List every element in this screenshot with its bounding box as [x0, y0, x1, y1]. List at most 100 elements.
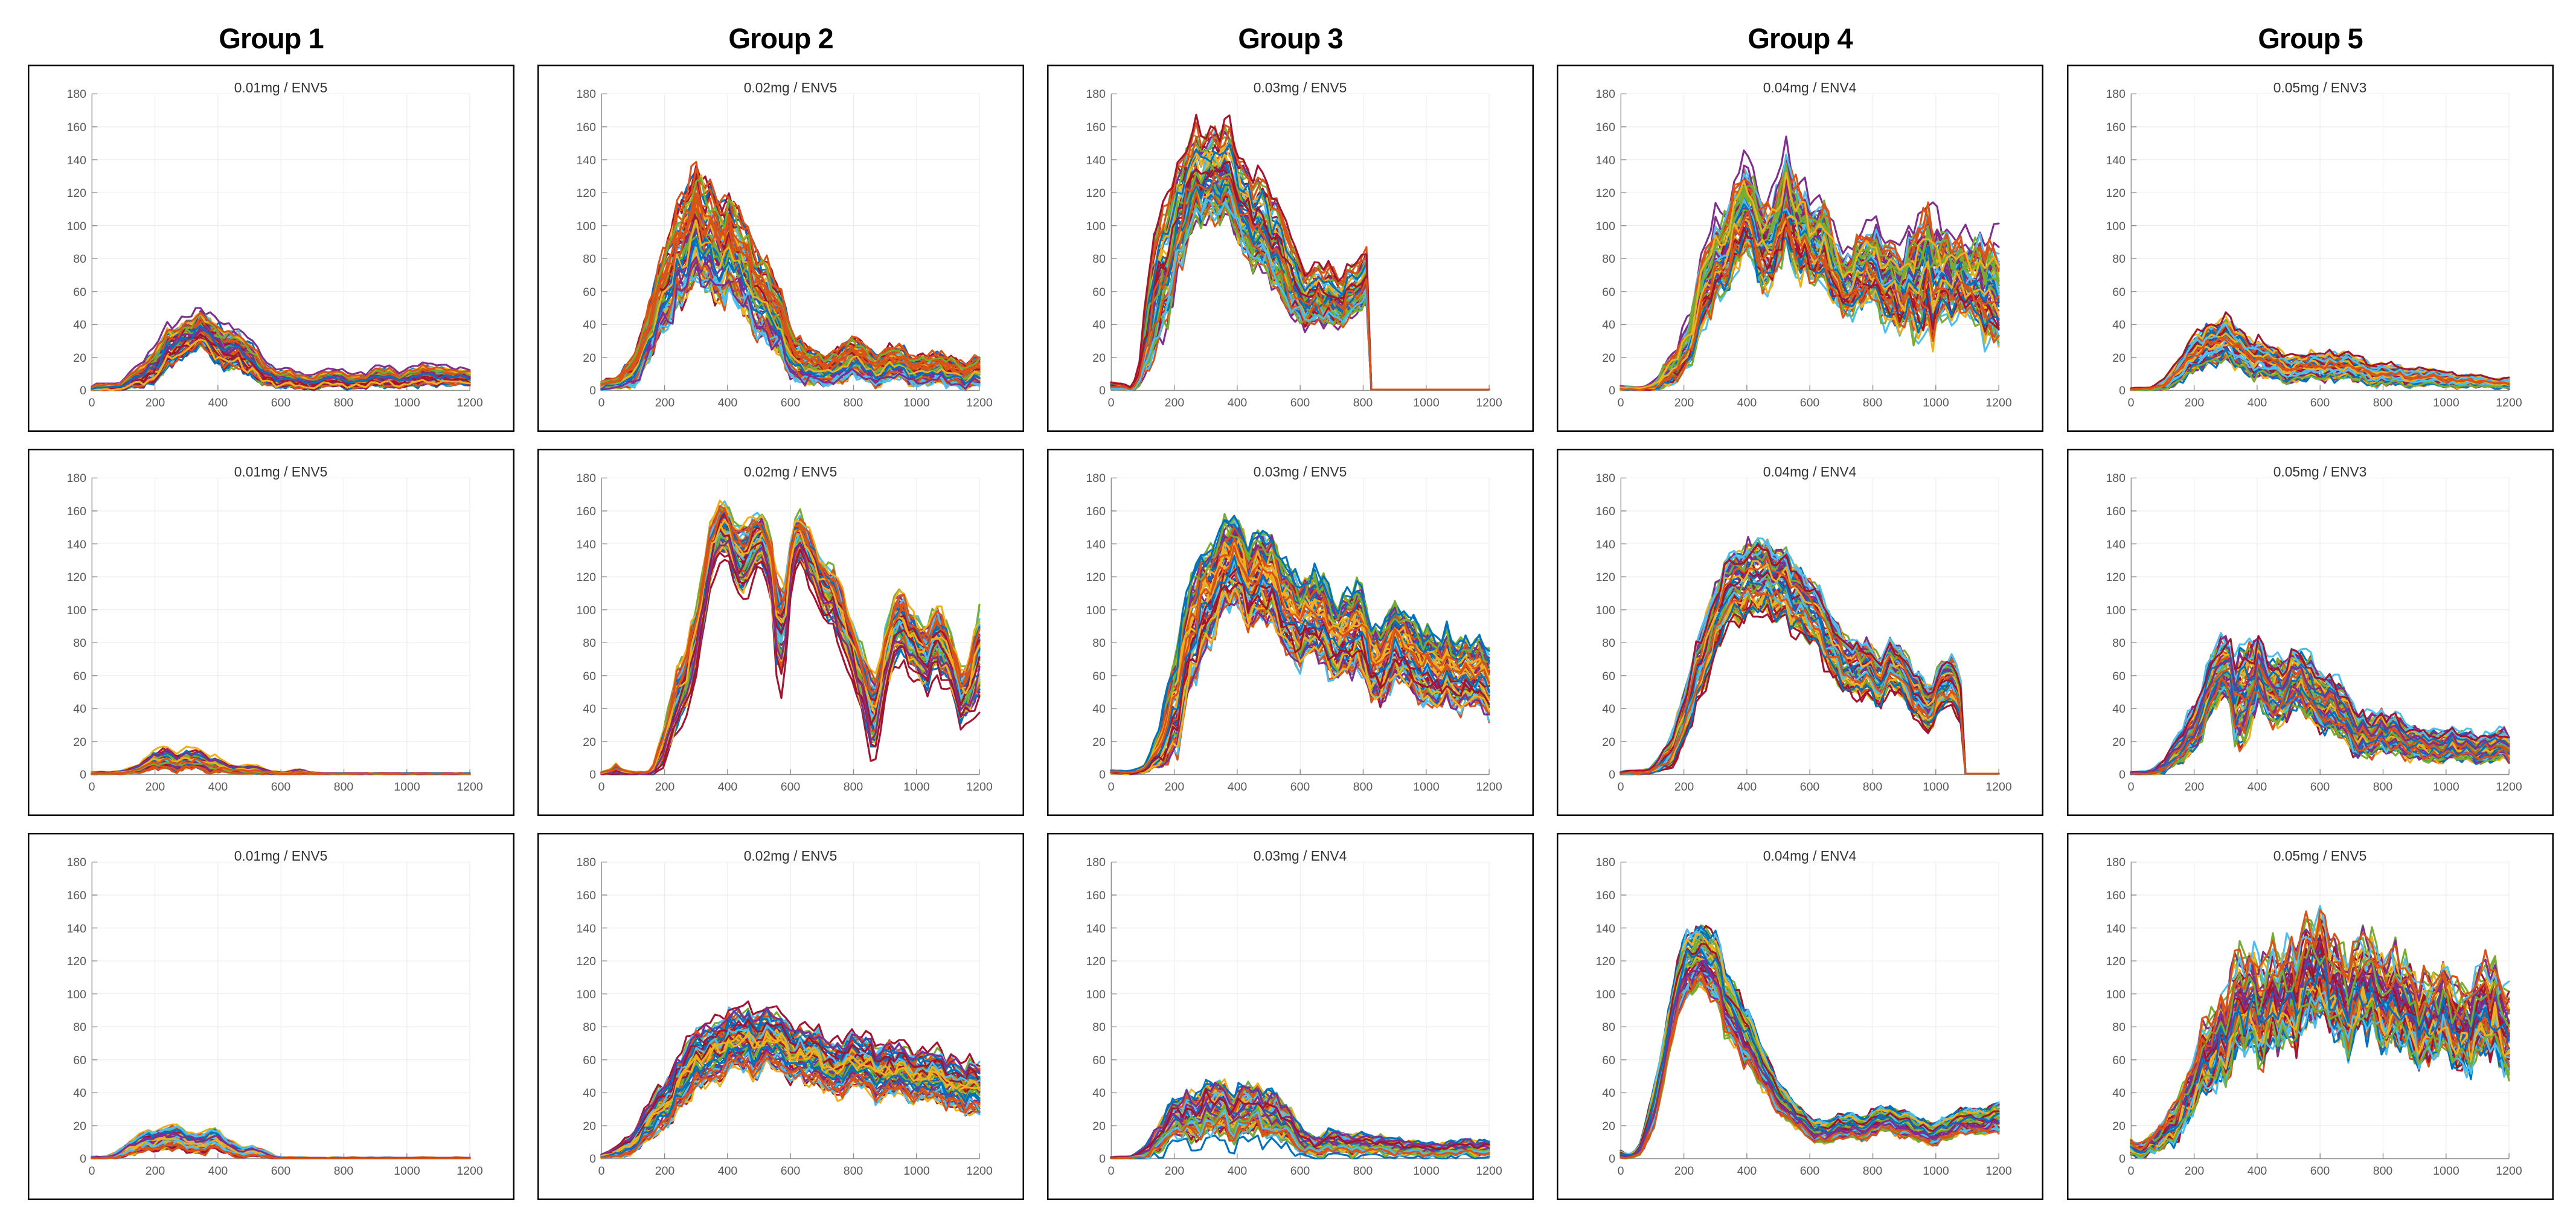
svg-text:80: 80: [583, 1021, 596, 1034]
svg-text:160: 160: [66, 505, 86, 518]
svg-text:400: 400: [1228, 780, 1248, 794]
svg-text:1200: 1200: [2496, 1164, 2522, 1178]
svg-text:160: 160: [576, 889, 596, 902]
svg-text:160: 160: [1595, 121, 1615, 134]
svg-text:40: 40: [1602, 702, 1615, 716]
svg-text:1000: 1000: [903, 396, 930, 409]
svg-text:100: 100: [1086, 988, 1106, 1001]
svg-text:100: 100: [66, 988, 86, 1001]
svg-text:120: 120: [66, 955, 86, 968]
svg-text:40: 40: [1092, 318, 1106, 332]
svg-text:1200: 1200: [457, 1164, 483, 1178]
svg-text:100: 100: [2106, 604, 2126, 617]
svg-text:Group 3: Group 3: [1238, 22, 1342, 54]
svg-text:200: 200: [1165, 396, 1185, 409]
svg-text:180: 180: [2106, 88, 2126, 101]
svg-text:140: 140: [576, 154, 596, 167]
svg-text:100: 100: [1595, 988, 1615, 1001]
svg-text:0: 0: [1108, 396, 1115, 409]
svg-text:20: 20: [1092, 736, 1106, 749]
svg-text:400: 400: [1737, 780, 1757, 794]
svg-text:60: 60: [1092, 1054, 1106, 1067]
svg-text:1000: 1000: [1923, 396, 1949, 409]
svg-text:140: 140: [1086, 154, 1106, 167]
svg-text:80: 80: [73, 637, 86, 650]
svg-text:600: 600: [2310, 780, 2330, 794]
svg-text:1000: 1000: [1413, 396, 1440, 409]
svg-text:800: 800: [2373, 780, 2393, 794]
svg-text:0: 0: [80, 384, 86, 397]
svg-text:80: 80: [583, 637, 596, 650]
svg-text:60: 60: [583, 286, 596, 299]
svg-text:400: 400: [208, 396, 228, 409]
svg-text:0: 0: [1099, 768, 1106, 781]
svg-text:600: 600: [781, 780, 801, 794]
svg-text:140: 140: [2106, 154, 2126, 167]
svg-text:200: 200: [2185, 396, 2205, 409]
svg-text:60: 60: [1602, 1054, 1615, 1067]
svg-text:120: 120: [1086, 187, 1106, 200]
svg-text:20: 20: [1602, 351, 1615, 365]
svg-text:120: 120: [1595, 571, 1615, 584]
svg-text:1000: 1000: [903, 780, 930, 794]
svg-text:400: 400: [2248, 1164, 2267, 1178]
svg-text:60: 60: [2112, 286, 2126, 299]
svg-text:140: 140: [1086, 922, 1106, 936]
svg-text:20: 20: [2112, 736, 2126, 749]
svg-text:140: 140: [66, 922, 86, 936]
svg-text:120: 120: [576, 187, 596, 200]
svg-text:80: 80: [1602, 252, 1615, 266]
svg-text:120: 120: [2106, 571, 2126, 584]
svg-text:400: 400: [1737, 1164, 1757, 1178]
svg-text:1000: 1000: [2433, 1164, 2459, 1178]
svg-text:180: 180: [576, 88, 596, 101]
svg-text:180: 180: [1086, 472, 1106, 485]
svg-text:40: 40: [2112, 318, 2126, 332]
svg-text:0.03mg / ENV5: 0.03mg / ENV5: [1254, 80, 1347, 95]
svg-text:120: 120: [66, 187, 86, 200]
svg-text:100: 100: [576, 220, 596, 233]
svg-text:120: 120: [1086, 571, 1106, 584]
svg-text:600: 600: [1290, 780, 1310, 794]
svg-text:1000: 1000: [394, 1164, 420, 1178]
svg-text:200: 200: [655, 1164, 675, 1178]
svg-text:0.03mg / ENV5: 0.03mg / ENV5: [1254, 464, 1347, 480]
svg-text:120: 120: [576, 955, 596, 968]
svg-text:180: 180: [66, 472, 86, 485]
svg-text:0: 0: [1618, 780, 1624, 794]
svg-text:160: 160: [2106, 505, 2126, 518]
svg-text:40: 40: [1602, 1086, 1615, 1100]
svg-text:160: 160: [1086, 505, 1106, 518]
svg-text:140: 140: [576, 538, 596, 551]
svg-text:100: 100: [1595, 220, 1615, 233]
svg-text:0: 0: [1108, 780, 1115, 794]
svg-text:20: 20: [1602, 736, 1615, 749]
svg-text:200: 200: [2185, 780, 2205, 794]
svg-text:800: 800: [1863, 1164, 1883, 1178]
svg-text:120: 120: [2106, 187, 2126, 200]
svg-text:100: 100: [1595, 604, 1615, 617]
svg-text:Group 4: Group 4: [1748, 22, 1853, 54]
svg-text:800: 800: [1353, 780, 1373, 794]
svg-text:0: 0: [2119, 768, 2126, 781]
svg-text:600: 600: [1800, 780, 1820, 794]
svg-text:1000: 1000: [1413, 1164, 1440, 1178]
svg-text:600: 600: [271, 780, 291, 794]
svg-text:60: 60: [583, 670, 596, 683]
svg-text:80: 80: [2112, 252, 2126, 266]
svg-text:0: 0: [80, 1152, 86, 1166]
svg-text:600: 600: [1800, 396, 1820, 409]
svg-text:180: 180: [2106, 472, 2126, 485]
svg-text:20: 20: [1092, 1120, 1106, 1133]
svg-text:60: 60: [1092, 286, 1106, 299]
svg-text:0: 0: [1108, 1164, 1115, 1178]
svg-text:160: 160: [66, 889, 86, 902]
svg-text:100: 100: [2106, 220, 2126, 233]
svg-text:160: 160: [1595, 889, 1615, 902]
svg-text:1200: 1200: [1476, 1164, 1502, 1178]
svg-text:200: 200: [1165, 780, 1185, 794]
svg-text:0: 0: [1609, 1152, 1615, 1166]
svg-text:120: 120: [1595, 955, 1615, 968]
svg-text:400: 400: [208, 1164, 228, 1178]
svg-text:800: 800: [334, 780, 354, 794]
